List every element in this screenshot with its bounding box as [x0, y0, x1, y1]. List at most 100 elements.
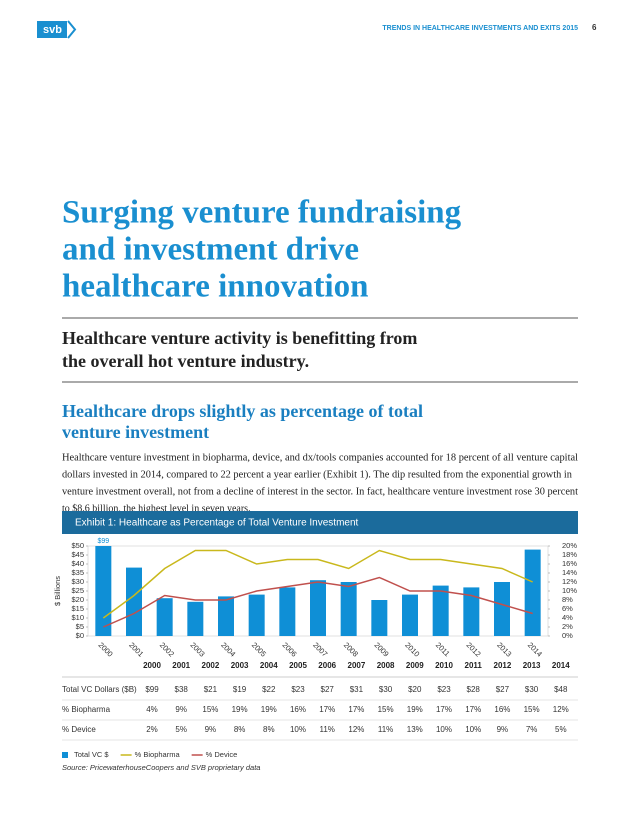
y-tick-label: $35 [71, 568, 84, 577]
table-cell: 10% [436, 725, 452, 734]
x-tick-label: 2007 [311, 640, 329, 658]
table-cell: 9% [205, 725, 217, 734]
legend-swatch [62, 752, 68, 758]
x-tick-label: 2003 [189, 640, 207, 658]
table-cell: $30 [525, 685, 539, 694]
bar [248, 594, 265, 636]
x-tick-label: 2012 [465, 640, 483, 658]
table-cell: 17% [348, 705, 364, 714]
table-cell: 10% [465, 725, 481, 734]
y2-tick-label: 20% [562, 541, 577, 550]
table-cell: $30 [379, 685, 393, 694]
y2-tick-label: 12% [562, 577, 577, 586]
y-tick-label: $50 [71, 541, 84, 550]
y-tick-label: $30 [71, 577, 84, 586]
table-cell: $21 [204, 685, 218, 694]
table-cell: $27 [496, 685, 510, 694]
y-tick-label: $45 [71, 550, 84, 559]
data-label: $99 [97, 538, 109, 545]
table-cell: 7% [526, 725, 538, 734]
table-cell: $23 [437, 685, 451, 694]
table-cell: 4% [146, 705, 158, 714]
line [102, 549, 533, 619]
bar [371, 600, 388, 636]
table-header: 2013 [523, 661, 541, 670]
x-tick-label: 2002 [158, 640, 176, 658]
title: Surging venture fundraising [62, 195, 462, 231]
table-cell: 17% [465, 705, 481, 714]
bar [402, 594, 418, 636]
x-tick-label: 2005 [250, 640, 268, 658]
bar [126, 567, 142, 636]
table-header: 2009 [406, 661, 424, 670]
table-cell: 8% [234, 725, 246, 734]
table-header: 2011 [465, 661, 483, 670]
y-tick-label: $10 [71, 613, 84, 622]
table-header: 2014 [552, 661, 570, 670]
x-tick-label: 2013 [495, 640, 513, 658]
title: healthcare innovation [62, 269, 369, 305]
x-tick-label: 2004 [219, 640, 237, 658]
logo: svb [43, 24, 62, 36]
section-heading: Healthcare drops slightly as percentage … [62, 401, 423, 421]
table-cell: 15% [524, 705, 540, 714]
table-cell: 10% [290, 725, 306, 734]
table-cell: 16% [290, 705, 306, 714]
y2-tick-label: 8% [562, 595, 573, 604]
table-header: 2001 [172, 661, 190, 670]
exhibit-bar [62, 511, 578, 534]
table-row-label: % Biopharma [62, 705, 111, 714]
bar [340, 582, 357, 636]
bar [310, 580, 326, 636]
table-cell: $20 [408, 685, 422, 694]
legend-label: % Biopharma [135, 750, 181, 759]
table-cell: 5% [175, 725, 187, 734]
x-tick-label: 2014 [526, 640, 544, 658]
body-text: to $8.6 billion, the highest level in se… [62, 503, 251, 514]
legend-label: % Device [206, 750, 238, 759]
logo-box [37, 21, 67, 38]
table-cell: 16% [494, 705, 510, 714]
table-header: 2004 [260, 661, 278, 670]
body-text: dollars invested in 2014, compared to 22… [62, 469, 572, 480]
table-cell: 15% [202, 705, 218, 714]
x-tick-label: 2006 [281, 640, 299, 658]
title: and investment drive [62, 232, 359, 268]
y-tick-label: $5 [76, 622, 84, 631]
table-cell: 19% [261, 705, 277, 714]
bar [95, 546, 112, 636]
table-cell: 15% [378, 705, 394, 714]
x-tick-label: 2009 [373, 640, 391, 658]
legend-label: Total VC $ [74, 750, 109, 759]
table-header: 2005 [289, 661, 307, 670]
table-cell: $22 [262, 685, 276, 694]
y-tick-label: $20 [71, 595, 84, 604]
table-cell: $99 [145, 685, 159, 694]
y2-tick-label: 16% [562, 559, 577, 568]
y-tick-label: $0 [76, 631, 84, 640]
subtitle: the overall hot venture industry. [62, 351, 309, 371]
table-row-label: % Device [62, 725, 96, 734]
table-cell: 19% [232, 705, 248, 714]
table-header: 2000 [143, 661, 161, 670]
table-cell: $48 [554, 685, 568, 694]
bar [432, 585, 449, 636]
source: Source: PricewaterhouseCoopers and SVB p… [62, 763, 260, 772]
table-header: 2002 [202, 661, 220, 670]
table-cell: 17% [436, 705, 452, 714]
y2-tick-label: 18% [562, 550, 577, 559]
table-cell: $27 [321, 685, 335, 694]
table-cell: 9% [175, 705, 187, 714]
table-cell: 11% [378, 725, 393, 734]
x-tick-label: 2008 [342, 640, 360, 658]
x-tick-label: 2010 [403, 640, 421, 658]
bar [279, 587, 296, 636]
y2-tick-label: 4% [562, 613, 573, 622]
bar [463, 587, 480, 636]
exhibit-title: Exhibit 1: Healthcare as Percentage of T… [75, 518, 359, 529]
y2-tick-label: 0% [562, 631, 573, 640]
table-row-label: Total VC Dollars ($B) [62, 685, 137, 694]
logo-chevron [67, 20, 77, 39]
table-header: 2010 [435, 661, 453, 670]
